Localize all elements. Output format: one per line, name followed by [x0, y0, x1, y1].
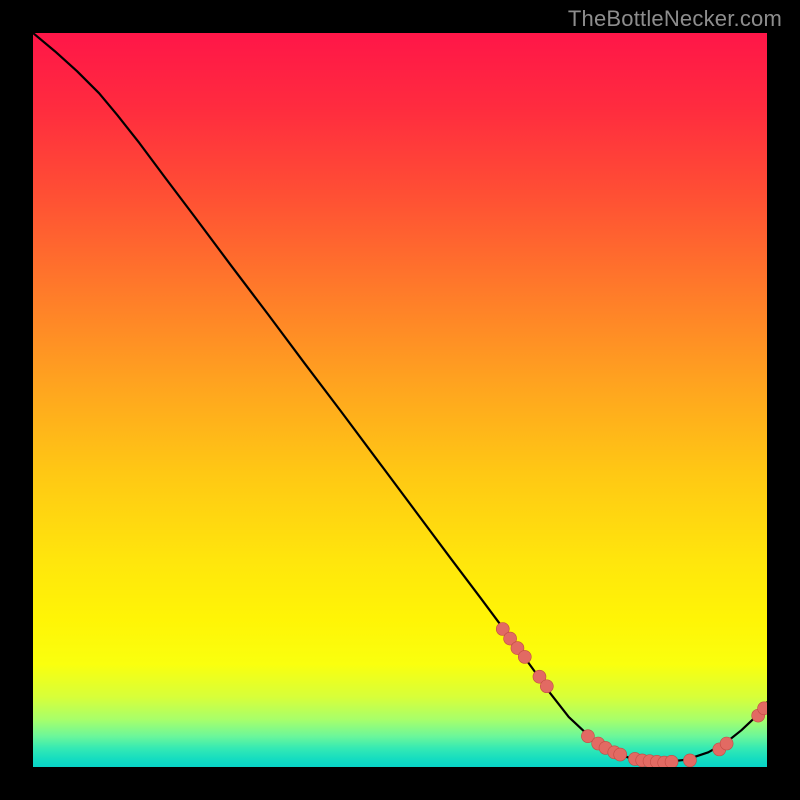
curve-marker — [720, 737, 733, 750]
curve-marker — [683, 754, 696, 767]
curve-marker — [614, 748, 627, 761]
plot-background — [33, 33, 767, 767]
curve-marker — [540, 680, 553, 693]
watermark-text: TheBottleNecker.com — [568, 6, 782, 32]
bottleneck-curve-plot — [33, 33, 767, 767]
chart-frame: TheBottleNecker.com — [0, 0, 800, 800]
curve-marker — [518, 650, 531, 663]
curve-marker — [665, 755, 678, 767]
